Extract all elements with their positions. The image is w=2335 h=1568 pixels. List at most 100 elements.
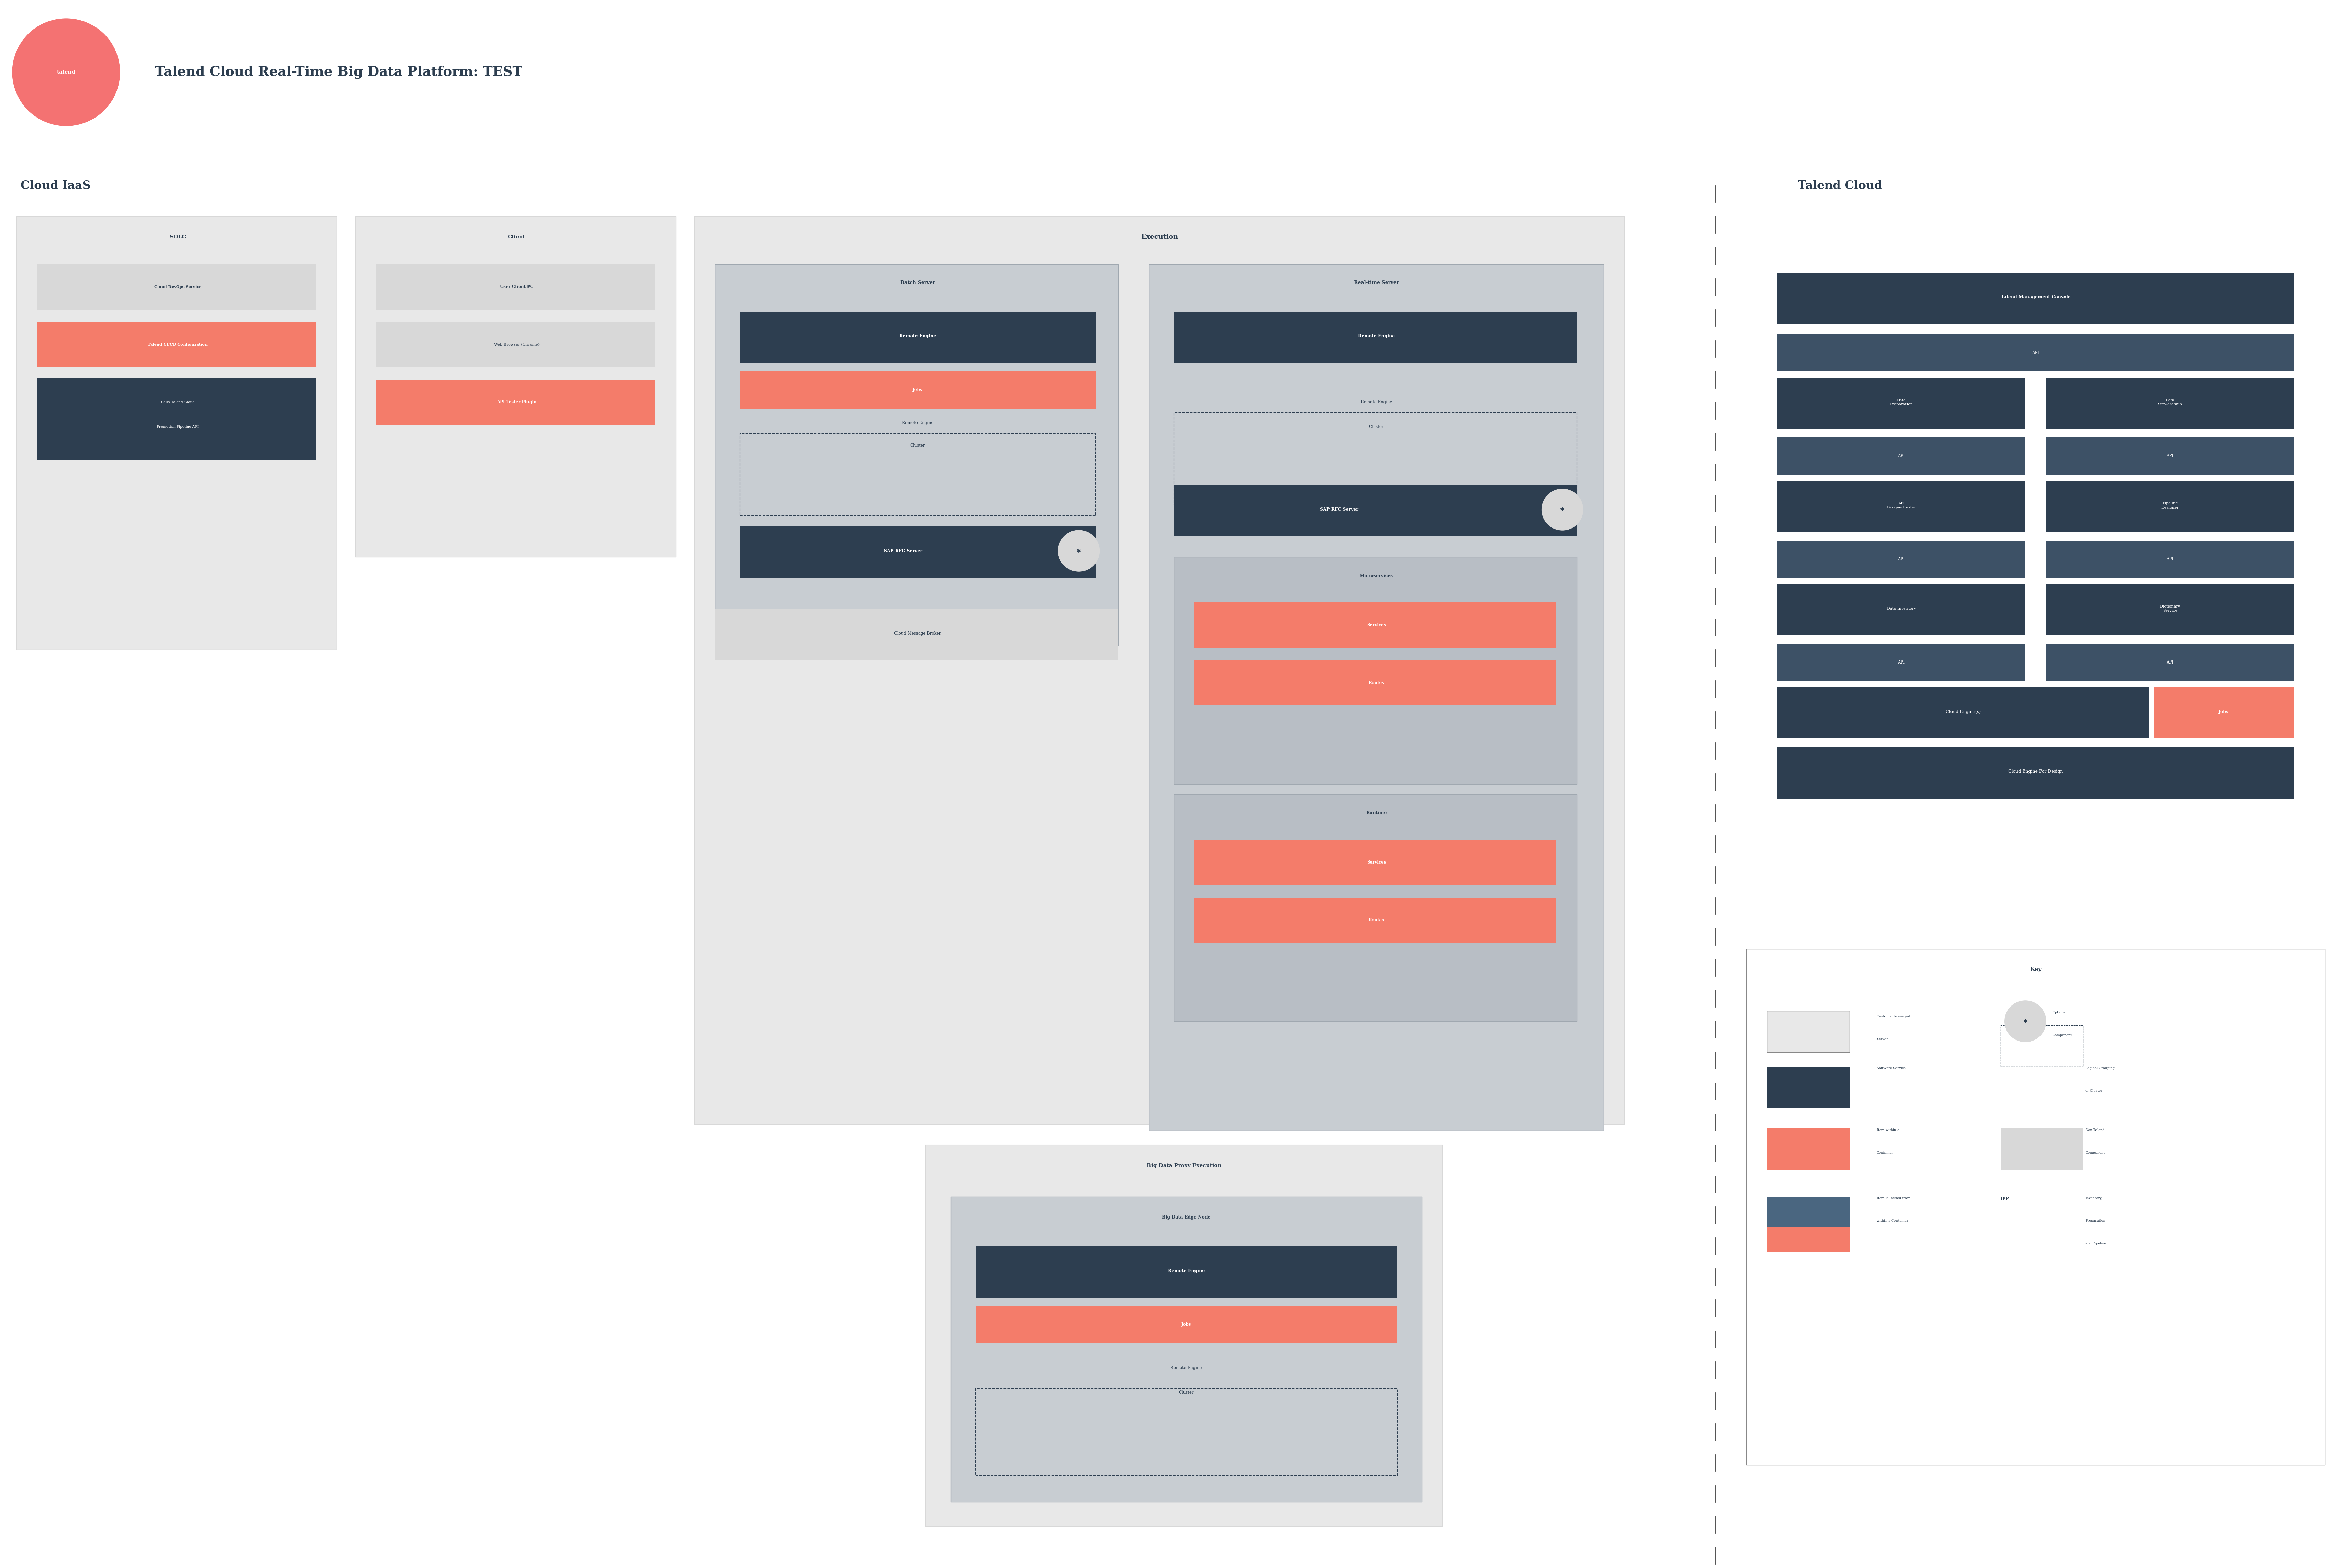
Bar — [2045, 437, 2293, 475]
Bar — [693, 216, 1625, 1124]
Text: Pipeline
Designer: Pipeline Designer — [2160, 502, 2179, 510]
Text: ✱: ✱ — [2022, 1019, 2027, 1024]
Text: ✱: ✱ — [1560, 506, 1564, 513]
Text: Big Data Edge Node: Big Data Edge Node — [1163, 1215, 1210, 1220]
Bar — [1196, 602, 1555, 648]
Text: Software Service: Software Service — [1877, 1066, 1905, 1069]
Text: Cloud Message Broker: Cloud Message Broker — [894, 632, 941, 635]
Bar — [2045, 541, 2293, 577]
Bar — [2045, 481, 2293, 532]
Bar — [1175, 485, 1576, 536]
Text: Logical Grouping: Logical Grouping — [2085, 1066, 2116, 1069]
Text: API
Designer/Tester: API Designer/Tester — [1887, 502, 1915, 508]
Bar — [715, 263, 1118, 646]
Text: API Tester Plugin: API Tester Plugin — [497, 400, 537, 405]
Bar — [1777, 644, 2024, 681]
Bar — [1768, 1129, 1849, 1170]
Bar — [16, 216, 336, 649]
Text: SAP RFC Server: SAP RFC Server — [1319, 508, 1359, 511]
Bar — [1175, 795, 1576, 1021]
Text: Jobs: Jobs — [2218, 710, 2228, 713]
Bar — [976, 1306, 1396, 1344]
Text: Client: Client — [507, 235, 525, 240]
Bar — [1768, 1011, 1849, 1052]
Text: Jobs: Jobs — [1182, 1322, 1191, 1327]
Bar — [1196, 660, 1555, 706]
Text: SAP RFC Server: SAP RFC Server — [883, 549, 922, 554]
Bar — [1747, 949, 2326, 1465]
Bar — [376, 263, 656, 309]
Circle shape — [2003, 1000, 2045, 1041]
Text: Routes: Routes — [1368, 917, 1385, 922]
Text: within a Container: within a Container — [1877, 1220, 1908, 1223]
Text: Cluster: Cluster — [1368, 425, 1385, 430]
Text: Remote Engine: Remote Engine — [1361, 400, 1392, 405]
Text: talend: talend — [56, 71, 75, 75]
Bar — [1777, 746, 2293, 798]
Bar — [1196, 897, 1555, 942]
Bar — [1149, 263, 1604, 1131]
Text: API: API — [1898, 453, 1905, 458]
Bar — [715, 608, 1118, 660]
Bar — [1768, 1196, 1849, 1248]
Bar — [1777, 378, 2024, 430]
Text: Talend CI/CD Configuration: Talend CI/CD Configuration — [147, 343, 208, 347]
Text: Promotion Pipeline API: Promotion Pipeline API — [156, 425, 198, 428]
Text: API: API — [1898, 660, 1905, 665]
Bar — [2001, 1129, 2083, 1170]
Bar — [925, 1145, 1443, 1527]
Text: Web Browser (Chrome): Web Browser (Chrome) — [495, 343, 539, 347]
Text: Non-Talend: Non-Talend — [2085, 1129, 2104, 1132]
Bar — [1196, 840, 1555, 884]
Bar — [740, 433, 1095, 516]
Text: Cloud Engine(s): Cloud Engine(s) — [1945, 710, 1980, 713]
Text: Remote Engine: Remote Engine — [901, 420, 934, 425]
Text: Jobs: Jobs — [913, 387, 922, 392]
Bar — [740, 527, 1095, 577]
Text: IPP: IPP — [2001, 1196, 2008, 1201]
Bar — [950, 1196, 1422, 1502]
Text: Services: Services — [1366, 861, 1385, 864]
Bar — [1768, 1066, 1849, 1109]
Bar — [1777, 437, 2024, 475]
Bar — [376, 379, 656, 425]
Text: Batch Server: Batch Server — [899, 281, 934, 285]
Text: API: API — [2167, 557, 2174, 561]
Text: Component: Component — [2052, 1033, 2071, 1036]
Bar — [376, 321, 656, 367]
Bar — [2045, 583, 2293, 635]
Text: API: API — [2167, 660, 2174, 665]
Text: User Client PC: User Client PC — [500, 284, 532, 289]
Text: Services: Services — [1366, 622, 1385, 627]
Bar — [37, 263, 315, 309]
Text: or Cluster: or Cluster — [2085, 1090, 2102, 1093]
Bar — [740, 312, 1095, 364]
Text: and Pipeline: and Pipeline — [2085, 1242, 2106, 1245]
Circle shape — [12, 19, 119, 125]
Text: Optional: Optional — [2052, 1011, 2066, 1014]
Bar — [976, 1247, 1396, 1298]
Text: Inventory,: Inventory, — [2085, 1196, 2102, 1200]
Text: Customer Managed: Customer Managed — [1877, 1014, 1910, 1018]
Text: Data Inventory: Data Inventory — [1887, 607, 1915, 610]
Bar — [1175, 557, 1576, 784]
Text: Cloud Engine For Design: Cloud Engine For Design — [2008, 770, 2062, 775]
Text: Execution: Execution — [1142, 234, 1177, 240]
Bar — [1777, 273, 2293, 325]
Text: Remote Engine: Remote Engine — [1170, 1366, 1203, 1370]
Text: Remote Engine: Remote Engine — [1357, 334, 1394, 339]
Bar — [1768, 1228, 1849, 1253]
Text: Remote Engine: Remote Engine — [899, 334, 936, 339]
Text: Remote Engine: Remote Engine — [1168, 1269, 1205, 1273]
Bar — [2001, 1025, 2083, 1066]
Text: Cloud DevOps Service: Cloud DevOps Service — [154, 285, 201, 289]
Bar — [1777, 687, 2148, 739]
Bar — [976, 1389, 1396, 1475]
Text: Server: Server — [1877, 1038, 1887, 1041]
Text: Cluster: Cluster — [911, 444, 925, 448]
Text: ✱: ✱ — [1076, 549, 1081, 554]
Bar — [2045, 644, 2293, 681]
Text: API: API — [2031, 351, 2038, 354]
Bar — [1175, 412, 1576, 505]
Text: Real-time Server: Real-time Server — [1354, 281, 1399, 285]
